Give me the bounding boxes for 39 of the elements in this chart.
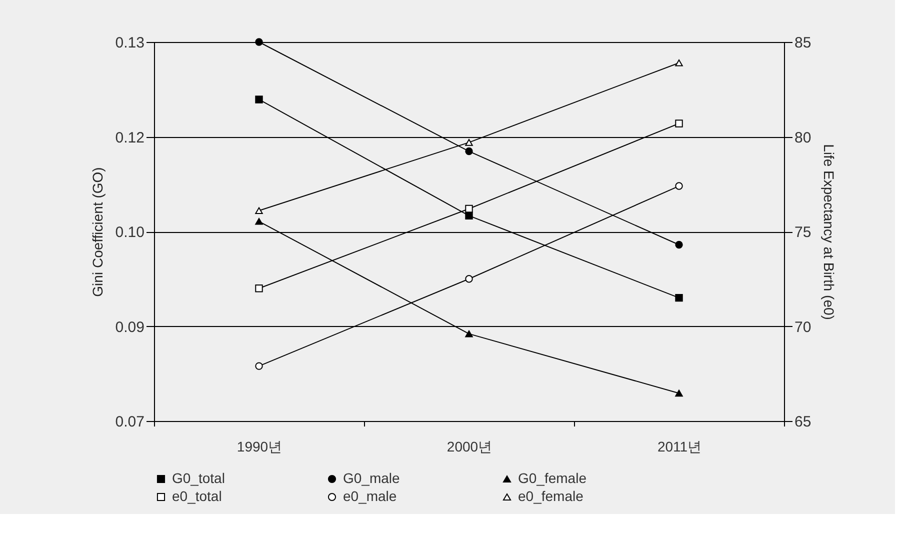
legend-label: e0_female: [518, 488, 584, 504]
y2-tick-label: 75: [794, 224, 812, 241]
point: [675, 120, 683, 128]
point: [675, 59, 683, 66]
x-tick-label: 2011년: [657, 438, 702, 454]
legend-label: G0_total: [172, 470, 225, 486]
legend-label: e0_total: [172, 488, 222, 504]
point: [675, 182, 683, 190]
point: [255, 207, 263, 214]
y-tick-label: 0.09: [115, 318, 144, 336]
point: [255, 362, 263, 370]
y-tick-label: 0.13: [115, 34, 144, 52]
x-tick-label: 2000년: [446, 438, 492, 454]
legend-label: G0_male: [343, 470, 400, 486]
legend-label: G0_female: [518, 470, 587, 486]
point: [255, 218, 263, 225]
point: [675, 240, 683, 249]
y-tick-label: 0.07: [115, 414, 144, 430]
point: [465, 147, 473, 156]
point: [675, 390, 683, 397]
y-axis-title: Gini Coefficient (GO): [89, 167, 106, 297]
y-tick-label: 0.10: [115, 224, 144, 241]
y2-tick-label: 70: [794, 318, 812, 336]
point: [465, 204, 473, 213]
y-tick-label: 0.12: [115, 129, 144, 146]
y2-tick-label: 85: [794, 34, 812, 52]
y2-axis-title: Life Expectancy at Birth (e0): [821, 144, 838, 320]
point: [255, 96, 263, 104]
point: [465, 330, 473, 338]
point: [465, 139, 473, 146]
y2-tick-label: 65: [794, 414, 812, 430]
x-tick-label: 1990년: [236, 438, 282, 454]
point: [255, 284, 263, 292]
point: [675, 294, 683, 302]
legend-label: e0_male: [343, 488, 397, 504]
point: [255, 38, 263, 46]
point: [465, 275, 473, 283]
point: [465, 212, 473, 220]
y2-tick-label: 80: [794, 129, 812, 146]
